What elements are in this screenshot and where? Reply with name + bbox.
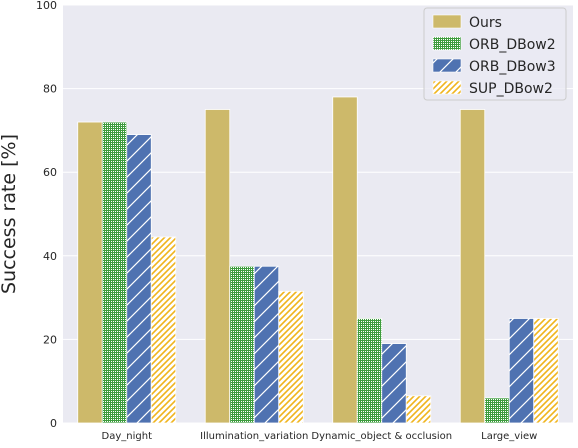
- y-tick-label: 80: [43, 83, 57, 96]
- bar-ours-3: [459, 109, 486, 424]
- bar-orb-dbow3-2: [381, 343, 407, 424]
- legend-label: Ours: [469, 15, 502, 31]
- bar-orb-dbow3-3: [508, 318, 535, 424]
- y-ticks: 0 20 40 60 80 100: [36, 0, 57, 430]
- legend: Ours ORB_DBow2 ORB_DBow3 SUP_DBow2: [423, 7, 567, 101]
- y-tick-label: 100: [36, 0, 57, 12]
- bar-orb-dbow2-2: [356, 318, 383, 424]
- legend-box: [423, 7, 567, 101]
- bar-sup-dbow2-0: [150, 236, 177, 424]
- x-tick-label: Illumination_variation: [200, 431, 308, 442]
- legend-label: SUP_DBow2: [469, 81, 553, 97]
- y-tick-label: 40: [43, 250, 57, 263]
- bar-sup-dbow2-2: [405, 395, 432, 424]
- y-axis-label: Success rate [%]: [0, 134, 20, 294]
- legend-swatch: [432, 36, 462, 51]
- bar-orb-dbow2-0: [101, 121, 128, 424]
- bar-ours-2: [332, 96, 358, 424]
- bar-ours-1: [204, 109, 231, 424]
- bar-orb-dbow2-1: [229, 265, 255, 424]
- y-tick-label: 0: [50, 417, 57, 430]
- x-ticks: Day_night Illumination_variation Dynamic_o…: [102, 431, 538, 442]
- bar-orb-dbow3-1: [253, 265, 280, 424]
- x-tick-label: Day_night: [102, 431, 153, 442]
- legend-swatch: [432, 14, 462, 29]
- legend-swatch: [432, 58, 462, 73]
- legend-label: ORB_DBow3: [469, 59, 556, 75]
- legend-swatch: [432, 80, 462, 95]
- x-tick-label: Dynamic_object & occlusion: [311, 431, 452, 442]
- bars: [77, 96, 559, 424]
- bar-orb-dbow2-3: [484, 397, 510, 424]
- bar-sup-dbow2-3: [533, 318, 559, 424]
- y-tick-label: 20: [43, 333, 57, 346]
- bar-sup-dbow2-1: [278, 290, 304, 424]
- bar-orb-dbow3-0: [126, 134, 152, 424]
- legend-label: ORB_DBow2: [469, 37, 556, 53]
- x-tick-label: Large_view: [481, 431, 537, 442]
- y-tick-label: 60: [43, 166, 57, 179]
- bar-ours-0: [77, 121, 103, 424]
